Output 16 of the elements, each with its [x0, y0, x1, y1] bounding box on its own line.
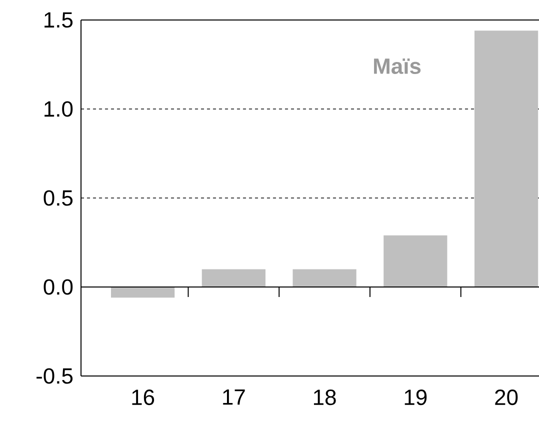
x-tick-label: 17 — [223, 390, 245, 405]
y-tick-label: 1.5 — [44, 12, 73, 28]
x-tick-label: 16 — [132, 390, 154, 406]
y-tick-label: 0.0 — [44, 279, 73, 295]
x-tick-label: 19 — [404, 390, 427, 406]
bar — [202, 269, 266, 287]
bar — [474, 30, 538, 287]
bar — [292, 269, 356, 287]
bar — [110, 286, 175, 298]
bar — [384, 235, 448, 287]
y-tick-label: -0.5 — [36, 368, 73, 384]
y-tick-label: 1.0 — [44, 101, 73, 117]
annotation: Maïs — [374, 58, 421, 74]
x-tick-label: 18 — [314, 390, 336, 406]
y-tick-label: 0.5 — [44, 190, 73, 206]
x-tick-label: 20 — [495, 390, 518, 406]
